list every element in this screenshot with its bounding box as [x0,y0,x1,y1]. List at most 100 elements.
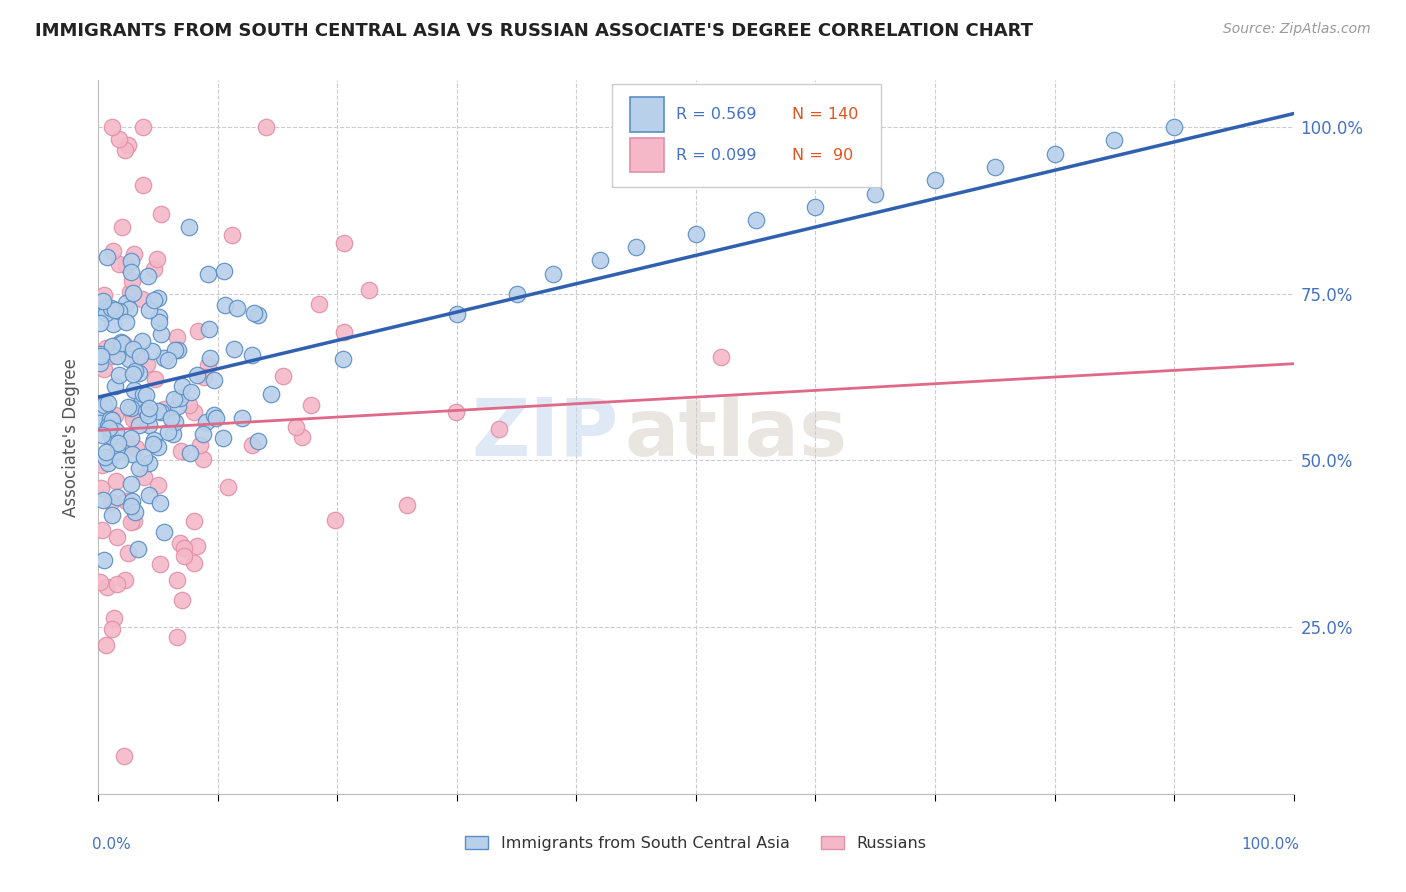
Point [254,120,277,134]
Point [89,356,111,370]
Point [91,493,114,508]
Point [89,408,111,422]
Point [146,478,169,492]
Point [183,556,205,570]
Point [108,304,131,318]
Text: N = 140: N = 140 [792,107,858,122]
Point [101,508,124,523]
Point [148,291,170,305]
Point [110,334,132,349]
Point [131,392,153,407]
Point [197,267,219,281]
Point [131,293,153,307]
Point [121,447,143,461]
Point [121,274,143,288]
Point [96,638,118,652]
Point [195,415,218,429]
Point [96,306,118,320]
Point [143,433,166,447]
Point [134,469,156,483]
Point [205,410,228,425]
Point [89,416,111,430]
Point [91,524,114,538]
Point [115,315,138,329]
Point [131,178,153,193]
Point [135,403,157,417]
Point [138,418,160,433]
Point [89,348,111,362]
Point [117,352,139,367]
Point [284,419,307,434]
Point [170,444,193,458]
Point [120,515,142,529]
Bar [630,138,664,172]
Point [299,398,322,412]
Text: R = 0.099: R = 0.099 [676,148,756,162]
Point [212,431,235,445]
Point [93,288,115,302]
Point [183,514,205,528]
Point [146,404,169,418]
Point [96,580,118,594]
Point [1163,120,1185,134]
Point [143,293,166,307]
Point [104,379,127,393]
Point [121,368,143,382]
Point [117,546,139,560]
Point [308,297,330,311]
Point [93,362,115,376]
Point [122,514,145,528]
Point [107,132,129,146]
Point [120,285,142,300]
Point [105,530,128,544]
Point [135,358,157,372]
Point [115,296,138,310]
Text: atlas: atlas [624,394,848,473]
Point [96,250,118,264]
Point [183,405,205,419]
Point [187,325,209,339]
Point [122,286,145,301]
Point [357,283,380,297]
Point [107,257,129,271]
Point [127,541,149,556]
Point [149,495,172,509]
Point [165,416,187,430]
Point [166,399,188,413]
Text: R = 0.569: R = 0.569 [676,107,756,122]
Point [100,495,122,509]
Point [226,301,249,315]
Point [112,337,135,351]
Point [446,307,468,321]
Point [804,200,827,214]
Point [96,300,118,314]
Point [506,286,529,301]
Point [271,369,294,384]
Point [217,480,239,494]
Point [1043,146,1066,161]
Point [141,343,163,358]
Point [200,351,222,365]
Point [117,435,139,450]
Point [131,334,153,349]
Text: Source: ZipAtlas.com: Source: ZipAtlas.com [1223,22,1371,37]
Point [89,316,111,330]
Point [101,120,124,134]
Point [146,252,169,266]
Point [332,352,354,367]
Point [243,306,266,320]
Point [135,388,157,402]
Point [114,258,136,272]
Point [1104,133,1126,147]
Point [136,408,159,422]
Point [149,404,172,418]
Point [120,476,142,491]
Point [132,386,155,401]
Point [128,366,150,380]
Point [105,577,128,591]
Point [105,491,128,505]
Point [179,446,201,460]
Point [865,186,887,201]
Point [101,317,124,331]
Point [143,262,166,277]
